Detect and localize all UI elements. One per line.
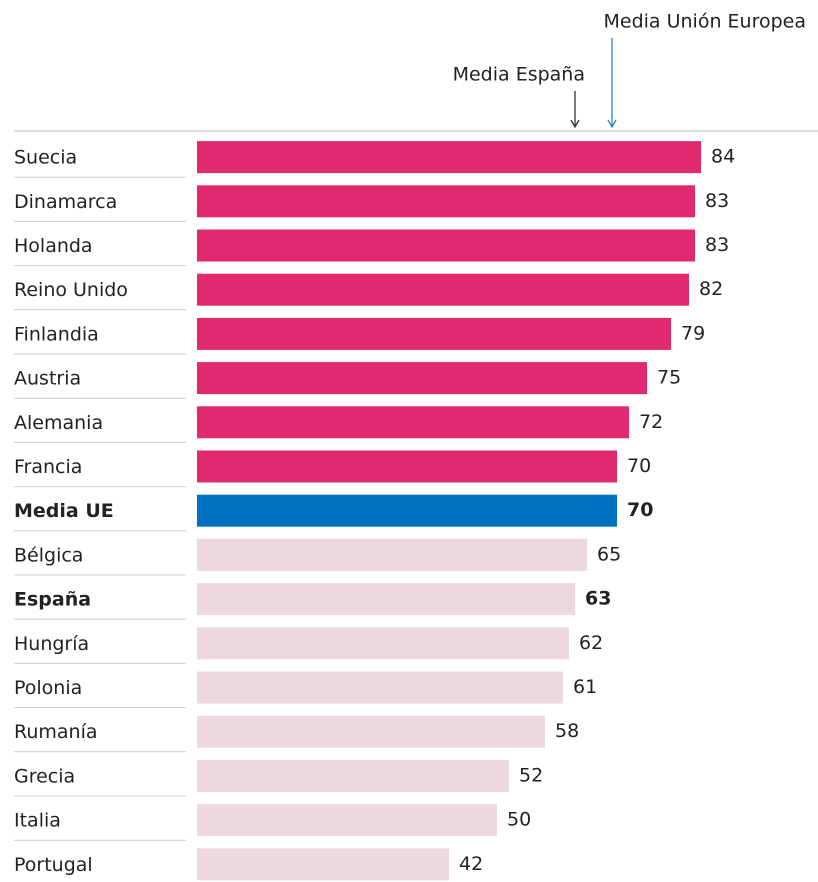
category-label: Holanda <box>14 235 93 257</box>
value-label: 72 <box>639 411 663 433</box>
bar <box>197 715 545 748</box>
category-label: Reino Unido <box>14 279 128 301</box>
value-label: 42 <box>459 853 483 875</box>
bar <box>197 583 575 616</box>
category-label: Austria <box>14 368 81 390</box>
bar <box>197 494 617 527</box>
value-label: 70 <box>627 455 651 477</box>
bar <box>197 627 569 660</box>
category-label: Portugal <box>14 854 93 876</box>
bar <box>197 362 647 395</box>
category-label: Italia <box>14 810 61 832</box>
annotation-label: Media Unión Europea <box>604 11 807 33</box>
value-label: 75 <box>657 367 681 389</box>
value-label: 84 <box>711 146 735 168</box>
category-label: Francia <box>14 456 82 478</box>
annotation-label: Media España <box>453 64 585 86</box>
bar <box>197 141 701 174</box>
value-label: 58 <box>555 720 579 742</box>
value-label: 79 <box>681 322 705 344</box>
value-label: 50 <box>507 809 531 831</box>
value-label: 83 <box>705 234 729 256</box>
bar <box>197 538 587 571</box>
bar <box>197 804 497 837</box>
category-label: Media UE <box>14 500 114 522</box>
bar <box>197 273 689 306</box>
category-label: España <box>14 589 91 611</box>
category-label: Polonia <box>14 677 82 699</box>
category-label: Rumanía <box>14 721 98 743</box>
bar <box>197 317 671 350</box>
category-label: Suecia <box>14 147 77 169</box>
value-label: 70 <box>627 499 653 521</box>
value-label: 65 <box>597 543 621 565</box>
value-label: 83 <box>705 190 729 212</box>
bar <box>197 671 563 704</box>
value-label: 52 <box>519 764 543 786</box>
category-label: Bélgica <box>14 544 83 566</box>
bar <box>197 229 695 262</box>
annotation-arrowhead <box>607 119 617 129</box>
bar <box>197 185 695 218</box>
category-label: Hungría <box>14 633 89 655</box>
annotation-arrowhead <box>570 119 580 129</box>
value-label: 82 <box>699 278 723 300</box>
value-label: 62 <box>579 632 603 654</box>
value-label: 61 <box>573 676 597 698</box>
value-label: 63 <box>585 588 611 610</box>
bar <box>197 406 629 439</box>
bar <box>197 759 509 792</box>
category-label: Dinamarca <box>14 191 117 213</box>
bar <box>197 848 449 881</box>
bar <box>197 450 617 483</box>
category-label: Grecia <box>14 765 75 787</box>
category-label: Alemania <box>14 412 103 434</box>
category-label: Finlandia <box>14 323 99 345</box>
